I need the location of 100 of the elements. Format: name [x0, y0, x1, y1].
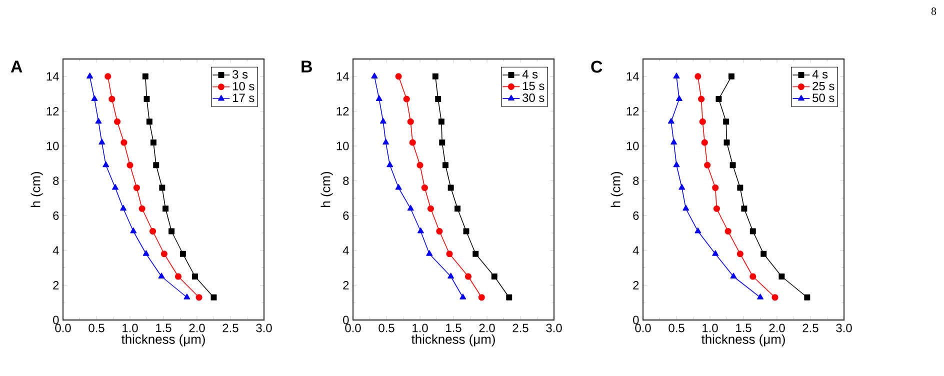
point	[439, 140, 446, 146]
point	[427, 205, 434, 212]
y-tick-label: 0	[633, 316, 639, 324]
x-tick-label: 0.5	[88, 324, 104, 332]
x-tick-label: 2.0	[769, 324, 785, 332]
point	[376, 95, 382, 102]
point	[108, 96, 116, 102]
x-axis-title: thickness (μm)	[121, 334, 205, 346]
point	[395, 73, 402, 80]
point	[95, 118, 102, 124]
point	[120, 139, 128, 146]
point	[382, 138, 390, 145]
point	[712, 184, 719, 192]
point	[180, 250, 186, 257]
y-tick-label: 12	[46, 107, 59, 116]
y-tick-label: 4	[342, 246, 349, 255]
chart-title: A	[10, 60, 22, 72]
point	[724, 228, 732, 235]
point	[682, 204, 690, 211]
point	[713, 205, 720, 212]
point	[130, 228, 137, 234]
y-tick-label: 8	[343, 176, 349, 186]
point	[174, 273, 182, 280]
y-tick-label: 4	[632, 246, 639, 255]
point	[778, 274, 785, 280]
point	[98, 138, 106, 145]
legend-label: 4 s	[812, 70, 828, 78]
point	[757, 294, 764, 300]
point	[506, 294, 512, 300]
point	[162, 206, 169, 212]
point	[723, 118, 730, 125]
point	[698, 96, 705, 102]
point	[380, 118, 386, 124]
point	[750, 273, 756, 280]
point	[86, 72, 94, 78]
x-tick-label: 3.0	[256, 324, 272, 332]
point	[463, 228, 470, 234]
legend-label: 3 s	[232, 70, 248, 79]
x-tick-label: 0.0	[635, 324, 651, 332]
point	[138, 205, 146, 212]
legend-label: 25 s	[812, 82, 834, 90]
point	[196, 294, 202, 301]
x-axis-title: thickness (μm)	[701, 334, 785, 346]
point	[144, 96, 150, 102]
y-axis-title: h (cm)	[610, 172, 623, 207]
point	[741, 206, 748, 212]
y-axis-title: h (cm)	[30, 172, 43, 207]
y-tick-label: 2	[343, 281, 349, 290]
x-tick-label: 2.0	[479, 324, 495, 332]
point	[760, 250, 767, 257]
x-tick-label: 2.0	[189, 324, 205, 332]
x-tick-label: 3.0	[836, 324, 852, 332]
point	[724, 140, 730, 146]
chart-title: C	[591, 60, 602, 73]
y-tick-label: 14	[626, 72, 639, 81]
point	[102, 161, 110, 168]
y-tick-label: 4	[52, 246, 59, 255]
y-tick-label: 6	[343, 211, 349, 220]
point	[694, 73, 702, 80]
x-tick-label: 1.0	[122, 324, 138, 332]
point	[442, 162, 448, 168]
y-tick-label: 10	[46, 142, 59, 150]
point	[426, 250, 433, 256]
x-tick-label: 0.5	[378, 324, 394, 332]
point	[104, 73, 112, 80]
y-tick-label: 10	[336, 142, 349, 150]
point	[438, 118, 444, 125]
x-tick-label: 3.0	[546, 324, 562, 332]
point	[446, 250, 453, 258]
chart-title: B	[302, 60, 312, 72]
point	[417, 228, 424, 234]
point	[114, 118, 121, 125]
point	[670, 138, 678, 145]
y-axis-title: h (cm)	[320, 172, 333, 207]
y-tick-label: 2	[53, 281, 59, 290]
point	[149, 228, 156, 235]
point	[160, 250, 168, 258]
point	[730, 162, 736, 168]
point	[448, 184, 454, 191]
y-tick-label: 6	[53, 211, 59, 220]
y-tick-label: 6	[633, 211, 639, 220]
point	[804, 294, 810, 300]
y-tick-label: 8	[633, 176, 639, 186]
point	[168, 228, 175, 234]
point	[153, 162, 160, 168]
point	[421, 184, 428, 192]
x-axis-title: thickness (μm)	[411, 334, 495, 346]
text: 8	[931, 8, 936, 15]
point	[395, 184, 402, 190]
point	[416, 162, 424, 168]
legend-label: 30 s	[522, 94, 544, 102]
point	[704, 162, 711, 168]
x-tick-label: 2.5	[802, 324, 818, 332]
x-tick-label: 0.0	[345, 324, 361, 332]
point	[120, 204, 127, 211]
legend-label: 4 s	[522, 70, 538, 78]
point	[142, 250, 150, 256]
point	[150, 140, 156, 146]
y-tick-label: 14	[46, 72, 59, 81]
point	[91, 95, 98, 102]
